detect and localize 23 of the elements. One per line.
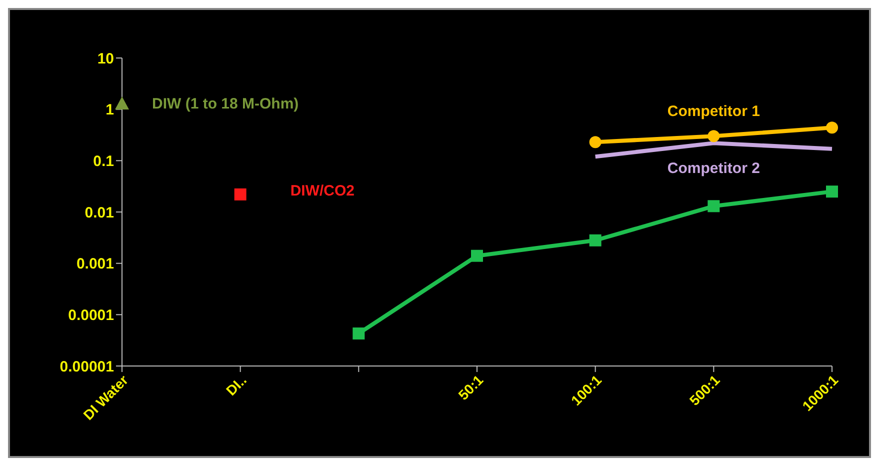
point: [708, 130, 720, 142]
series-label: Competitor 2: [667, 160, 760, 178]
point: [589, 136, 602, 148]
x-tick-label: DI..: [222, 372, 250, 399]
series-label: DIW (1 to 18 M-Ohm): [152, 95, 299, 112]
text: DIW/CO2: [290, 182, 355, 200]
series-label: Competitor 1: [667, 103, 760, 120]
y-tick-label: 0.00001: [60, 358, 114, 376]
point: [826, 186, 838, 198]
y-tick-label: 0.001: [76, 256, 114, 273]
x-tick-label: 50:1: [455, 372, 486, 403]
y-tick-label: 0.01: [84, 204, 114, 222]
point: [234, 188, 246, 200]
y-tick-label: 0.1: [93, 152, 114, 170]
y-tick-label: 10: [97, 50, 114, 68]
y-tick-label: 1: [106, 102, 114, 119]
point: [471, 250, 483, 262]
point: [589, 234, 602, 246]
y-tick-label: 0.0001: [68, 306, 114, 324]
point: [352, 327, 365, 340]
point: [115, 96, 129, 110]
point: [826, 122, 838, 134]
point: [708, 200, 720, 212]
